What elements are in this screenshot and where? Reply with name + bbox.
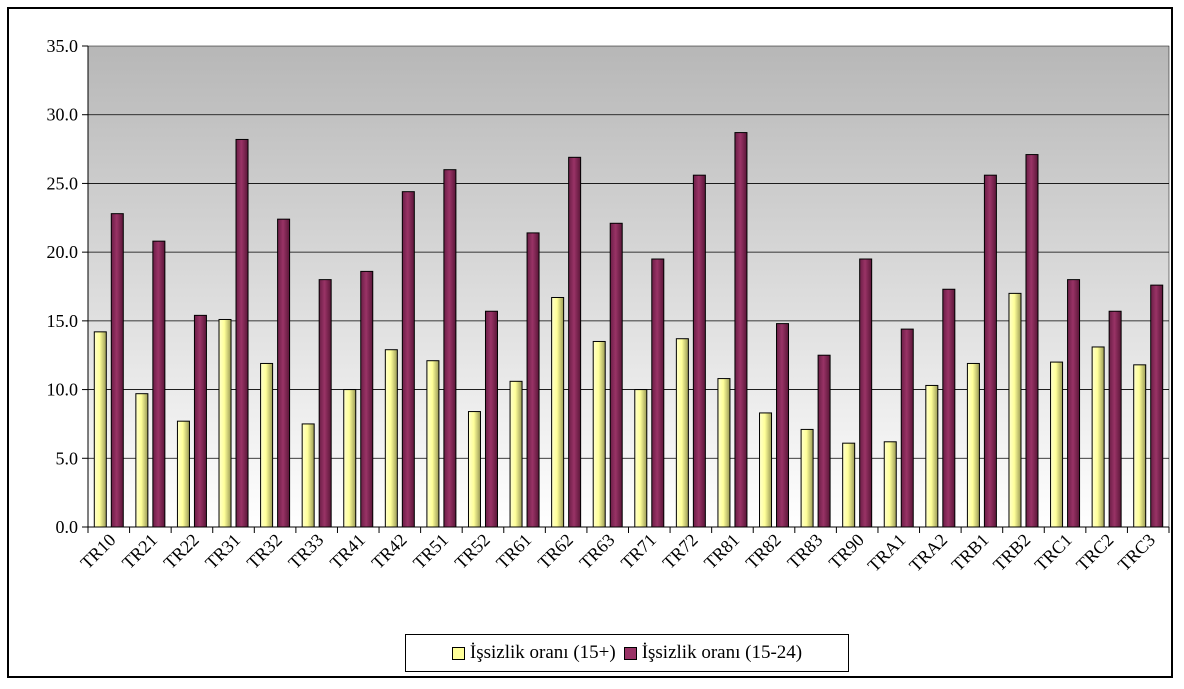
bar-tr61-series-1 xyxy=(509,380,523,528)
bar-tr41-series-2 xyxy=(360,270,374,528)
legend-item-series-2: İşsizlik oranı (15-24) xyxy=(623,642,803,664)
bar-tr33-series-1 xyxy=(301,423,315,528)
bar-trb2-series-2 xyxy=(1025,154,1039,528)
bar-tr71-series-2 xyxy=(651,258,665,528)
x-axis-ticks: TR10TR21TR22TR31TR32TR33TR41TR42TR51TR52… xyxy=(76,530,1159,576)
legend-swatch-series-2 xyxy=(623,646,637,660)
bar-trc1-series-1 xyxy=(1050,361,1064,528)
x-tick-label-tr82: TR82 xyxy=(742,530,785,573)
bar-tr31-series-1 xyxy=(218,318,232,528)
x-tick-label-tra2: TRA2 xyxy=(905,530,951,576)
bar-tr81-series-2 xyxy=(734,132,748,528)
x-tick-label-trb2: TRB2 xyxy=(989,530,1034,575)
bars xyxy=(93,132,1164,528)
bar-tr83-series-1 xyxy=(800,428,814,528)
bar-tr33-series-2 xyxy=(318,279,332,528)
y-tick-label: 20.0 xyxy=(47,242,79,262)
bar-tr82-series-2 xyxy=(776,323,790,528)
x-tick-label-tr10: TR10 xyxy=(76,530,119,573)
y-tick-label: 10.0 xyxy=(47,380,79,400)
x-tick-label-tr42: TR42 xyxy=(368,530,411,573)
bar-tr51-series-1 xyxy=(426,360,440,528)
bar-tr63-series-1 xyxy=(592,340,606,528)
x-tick-label-tr62: TR62 xyxy=(534,530,577,573)
bar-tr72-series-1 xyxy=(675,338,689,528)
x-tick-label-tr41: TR41 xyxy=(326,530,369,573)
bar-tr61-series-2 xyxy=(526,232,540,528)
x-tick-label-tra1: TRA1 xyxy=(864,530,910,576)
bar-tr42-series-1 xyxy=(384,349,398,528)
bar-trc1-series-2 xyxy=(1067,279,1081,528)
bar-tr62-series-1 xyxy=(551,296,565,528)
y-axis-ticks: 0.0 5.0 10.0 15.0 20.0 25.0 30.0 35.0 xyxy=(47,36,79,537)
bar-tra1-series-2 xyxy=(900,328,914,528)
bar-tr10-series-2 xyxy=(110,213,124,528)
x-tick-label-tr32: TR32 xyxy=(243,530,286,573)
bar-tra2-series-1 xyxy=(925,384,939,528)
x-tick-label-tr83: TR83 xyxy=(783,530,826,573)
bar-tr22-series-2 xyxy=(193,314,207,528)
bar-trc3-series-2 xyxy=(1150,284,1164,528)
x-tick-label-trb1: TRB1 xyxy=(947,530,992,575)
x-tick-label-tr52: TR52 xyxy=(451,530,494,573)
bar-trc2-series-2 xyxy=(1108,310,1122,528)
bar-tr71-series-1 xyxy=(634,389,648,528)
bar-tr90-series-1 xyxy=(842,442,856,528)
plot-area xyxy=(87,45,1170,528)
x-tick-label-tr21: TR21 xyxy=(118,530,161,573)
x-tick-label-tr90: TR90 xyxy=(825,530,868,573)
bar-tr81-series-1 xyxy=(717,378,731,528)
legend: İşsizlik oranı (15+) İşsizlik oranı (15-… xyxy=(405,634,849,672)
x-tick-label-tr33: TR33 xyxy=(284,530,327,573)
y-tick-label: 5.0 xyxy=(56,448,79,468)
x-tick-label-tr22: TR22 xyxy=(160,530,203,573)
bar-tr32-series-1 xyxy=(260,362,274,528)
bar-tr82-series-1 xyxy=(759,412,773,528)
bar-tr52-series-2 xyxy=(484,310,498,528)
bar-tr51-series-2 xyxy=(443,169,457,528)
legend-item-series-1: İşsizlik oranı (15+) xyxy=(451,642,616,664)
x-tick-label-trc2: TRC2 xyxy=(1072,530,1117,575)
bar-trc2-series-1 xyxy=(1091,346,1105,528)
bar-tr72-series-2 xyxy=(692,174,706,528)
bar-tr42-series-2 xyxy=(401,191,415,528)
x-tick-label-tr61: TR61 xyxy=(492,530,535,573)
bar-tr90-series-2 xyxy=(859,258,873,528)
bar-tr21-series-1 xyxy=(135,393,149,528)
x-tick-label-tr31: TR31 xyxy=(201,530,244,573)
bar-tr62-series-2 xyxy=(568,156,582,528)
bar-tra1-series-1 xyxy=(883,441,897,528)
bar-trb1-series-1 xyxy=(966,362,980,528)
y-tick-label: 30.0 xyxy=(47,105,79,125)
bar-tr21-series-2 xyxy=(152,240,166,528)
y-tick-label: 15.0 xyxy=(47,311,79,331)
bar-tr52-series-1 xyxy=(467,411,481,528)
bar-trb1-series-2 xyxy=(983,174,997,528)
legend-label-series-2: İşsizlik oranı (15-24) xyxy=(641,642,803,663)
legend-swatch-series-1 xyxy=(451,646,465,660)
y-tick-label: 0.0 xyxy=(56,517,79,537)
bar-tra2-series-2 xyxy=(942,288,956,528)
bar-tr83-series-2 xyxy=(817,354,831,528)
x-tick-label-tr72: TR72 xyxy=(659,530,702,573)
x-tick-label-tr81: TR81 xyxy=(700,530,743,573)
bar-tr31-series-2 xyxy=(235,138,249,528)
bar-tr10-series-1 xyxy=(93,331,107,528)
x-tick-label-tr51: TR51 xyxy=(409,530,452,573)
bar-trb2-series-1 xyxy=(1008,292,1022,528)
x-tick-label-trc1: TRC1 xyxy=(1031,530,1076,575)
legend-label-series-1: İşsizlik oranı (15+) xyxy=(469,642,616,663)
axes xyxy=(82,45,1170,533)
x-tick-label-tr63: TR63 xyxy=(575,530,618,573)
x-tick-label-tr71: TR71 xyxy=(617,530,660,573)
bar-tr63-series-2 xyxy=(609,222,623,528)
x-tick-label-trc3: TRC3 xyxy=(1114,530,1159,575)
bar-tr22-series-1 xyxy=(176,420,190,528)
y-tick-label: 35.0 xyxy=(47,36,79,56)
y-tick-label: 25.0 xyxy=(47,173,79,193)
bar-tr32-series-2 xyxy=(277,218,291,528)
bar-trc3-series-1 xyxy=(1133,364,1147,528)
bar-tr41-series-1 xyxy=(343,389,357,528)
